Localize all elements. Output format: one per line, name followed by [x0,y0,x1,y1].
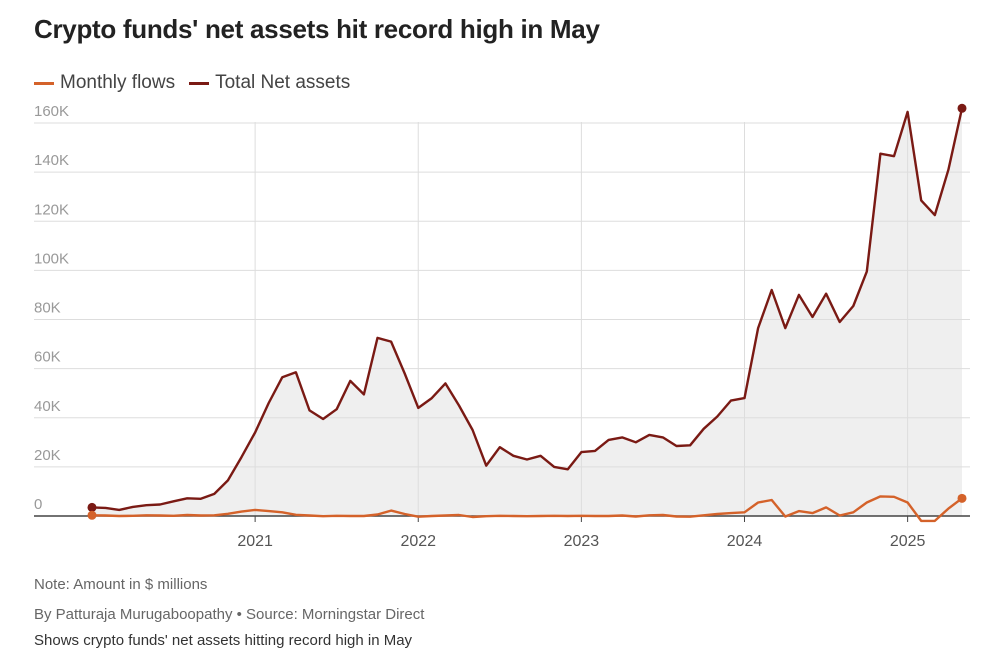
legend-item-monthly-flows: Monthly flows [34,72,175,94]
y-tick-label: 0 [34,496,42,513]
total-net-assets-line [90,107,964,512]
x-tick-label: 2021 [237,533,273,550]
x-tick-label: 2022 [400,533,436,550]
monthly-flows-line [90,495,964,523]
footnote: Note: Amount in $ millions [34,576,208,593]
y-tick-label: 120K [34,201,69,218]
y-tick-label: 140K [34,152,69,169]
monthly-flows-end-point [957,493,967,503]
y-tick-label: 40K [34,398,61,415]
line-chart: 0 20K 40K 60K 80K 100K 120K 140K 160K 2021 2022 202… [34,103,970,550]
y-tick-label: 80K [34,300,61,317]
total-net-assets-end-point [957,103,967,113]
legend-swatch-total-net-assets [189,81,210,85]
y-tick-label: 60K [34,349,61,366]
chart-title: Crypto funds' net assets hit record high… [34,14,600,44]
y-tick-label: 20K [34,447,61,464]
legend-swatch-monthly-flows [34,81,54,85]
x-tick-label: 2025 [890,533,926,550]
y-tick-label: 160K [34,103,69,120]
byline-source: By Patturaja Murugaboopathy • Source: Mo… [34,606,425,623]
chart-legend: Monthly flows Total Net assets [34,72,364,94]
x-tick-label: 2024 [727,533,763,550]
legend-label-total-net-assets: Total Net assets [215,72,351,93]
chart-caption: Shows crypto funds' net assets hitting r… [34,632,413,649]
x-tick-label: 2023 [564,533,600,550]
total-net-assets-area [92,108,962,517]
y-tick-label: 100K [34,250,69,267]
legend-item-total-net-assets: Total Net assets [189,72,350,94]
legend-label-monthly-flows: Monthly flows [60,72,176,93]
total-net-assets-start-point [87,502,97,512]
monthly-flows-start-point [87,510,97,520]
